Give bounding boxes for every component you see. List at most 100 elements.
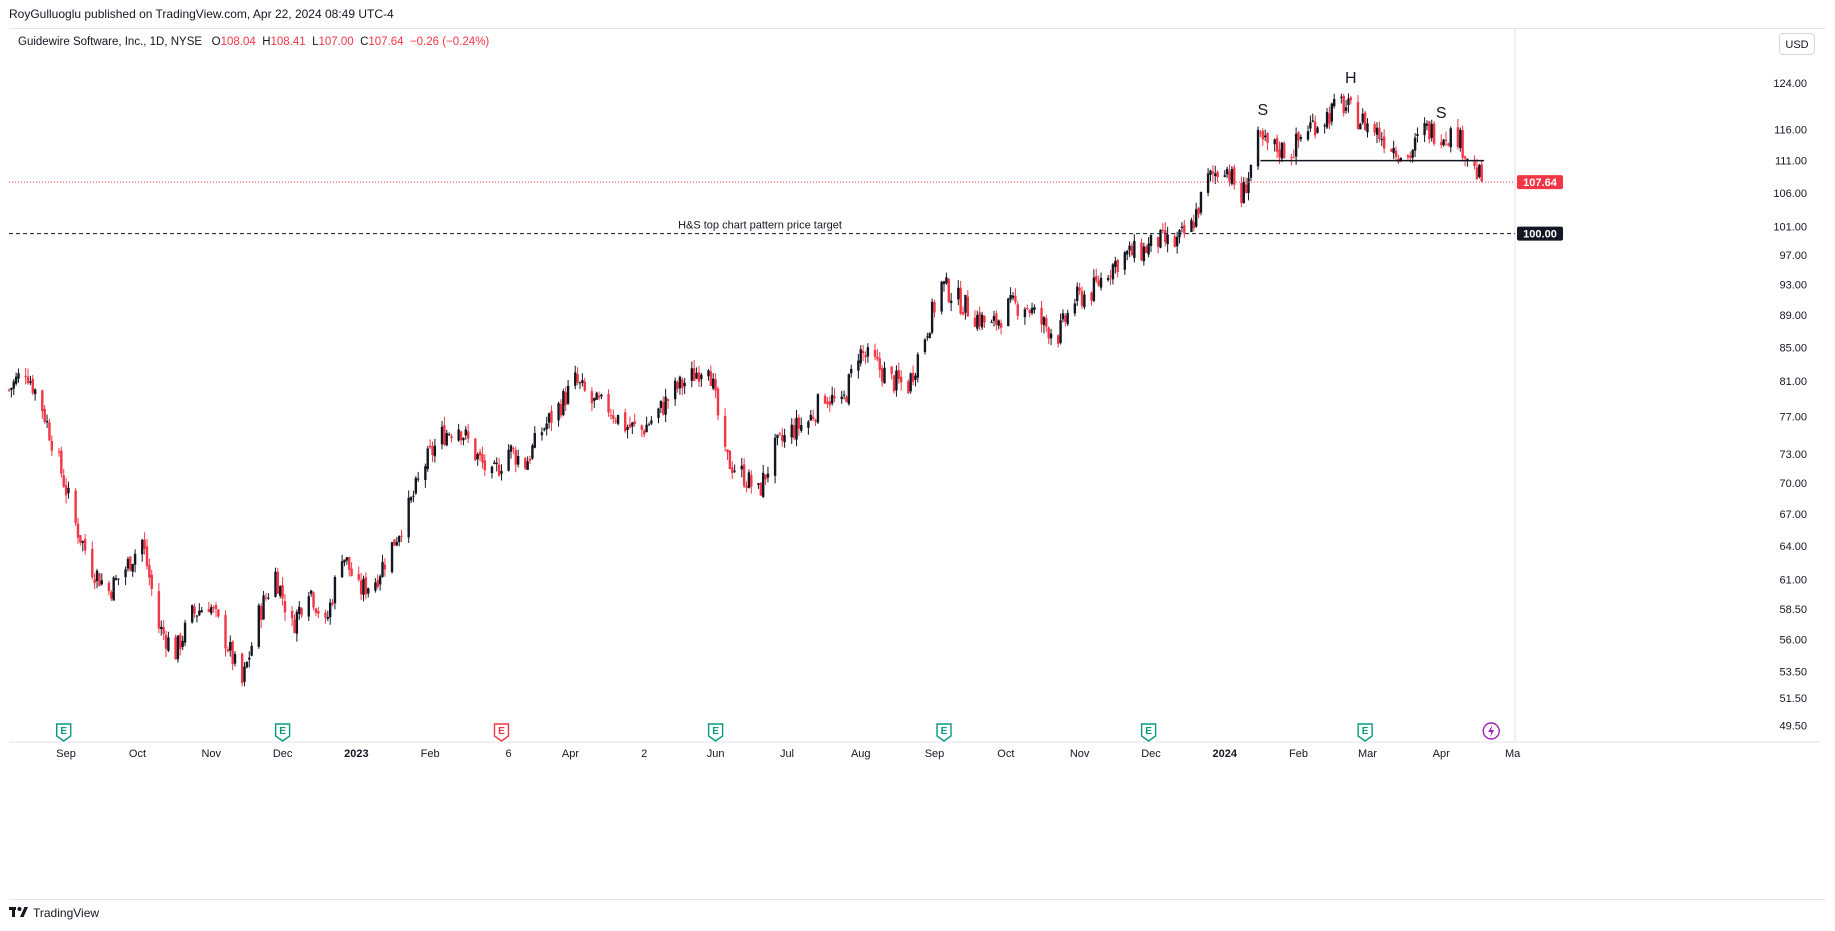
candle-body (1059, 320, 1062, 343)
candle-body (842, 394, 846, 396)
candle-body (131, 564, 134, 572)
candle-body (1475, 167, 1479, 179)
candle-body (343, 559, 346, 563)
candle-body (229, 642, 232, 651)
candle-body (643, 430, 646, 435)
y-tick-label: 97.00 (1779, 250, 1807, 262)
candle-body (966, 296, 969, 317)
candle-body (400, 535, 403, 537)
candle-body (214, 605, 218, 610)
candle-body (1080, 291, 1084, 306)
candle-body (1311, 120, 1314, 122)
candle-body (364, 577, 368, 595)
candle-body (164, 634, 168, 649)
candle-body (276, 571, 280, 594)
candle-body (1244, 184, 1248, 194)
candle-body (426, 448, 429, 470)
candle-body (462, 437, 465, 441)
candle-body (395, 542, 399, 546)
candle-body (17, 373, 20, 379)
candle-body (933, 302, 936, 313)
upcoming-event-lightning-icon (1482, 722, 1500, 740)
price-target-annotation: H&S top chart pattern price target (678, 220, 842, 232)
candle-body (262, 595, 265, 620)
candle-body (217, 609, 220, 617)
candle-body (593, 397, 596, 401)
candle-body (1214, 173, 1217, 177)
candle-body (947, 279, 950, 302)
candle-body (1016, 304, 1019, 316)
candle-body (1095, 275, 1098, 281)
candle-body (616, 414, 620, 424)
candle-body (207, 609, 211, 613)
candle-body (1125, 250, 1129, 255)
candle-body (60, 450, 63, 474)
candle-body (29, 381, 32, 383)
candle-body (226, 649, 230, 652)
time-axis[interactable]: Sep Oct Nov Dec 2023 Feb 6 Apr 2 Jun Jul Aug Sep Oct N… (9, 741, 1820, 760)
candle-body (1266, 133, 1269, 143)
candle-body (1299, 137, 1303, 140)
candle-body (43, 408, 46, 422)
candle-body (224, 615, 227, 649)
y-tick-label: 85.00 (1779, 342, 1807, 354)
candle-body (866, 347, 870, 357)
candle-body (298, 606, 301, 614)
candle-body (376, 579, 379, 587)
high-value: 108.41 (270, 36, 306, 48)
candle-body (766, 473, 770, 478)
x-tick-label: Sep (56, 748, 76, 760)
candle-body (190, 605, 194, 623)
candle-body (857, 360, 860, 371)
candle-body (623, 412, 627, 432)
candle-body (150, 574, 153, 589)
candle-body (997, 320, 1000, 326)
candle-body (816, 394, 820, 423)
candle-body (911, 372, 915, 382)
candle-body (79, 535, 82, 543)
candle-body (733, 470, 736, 472)
candle-body (940, 281, 943, 312)
y-tick-label: 56.00 (1779, 634, 1807, 646)
candle-body (497, 464, 501, 476)
candle-body (1325, 112, 1329, 128)
earnings-badge-letter: E (712, 726, 719, 737)
candle-body (1323, 125, 1326, 127)
candle-body (1344, 107, 1348, 111)
candle-body (826, 401, 829, 404)
candle-body (797, 417, 801, 429)
candle-body (129, 556, 132, 571)
candle-body (1273, 139, 1276, 145)
candle-body (1026, 308, 1029, 310)
candle-body (878, 358, 881, 370)
x-tick-label: Apr (1433, 748, 1450, 760)
candle-body (1330, 103, 1334, 122)
candle-body (450, 436, 453, 439)
candle-body (859, 349, 862, 364)
candle-body (1078, 287, 1081, 291)
tradingview-logo[interactable]: TradingView (9, 906, 99, 921)
tradingview-logo-icon (9, 906, 29, 921)
candle-body (397, 536, 401, 543)
candle-body (1099, 277, 1103, 288)
candle-body (690, 368, 694, 381)
candle-body (157, 591, 161, 629)
currency-button[interactable]: USD (1779, 33, 1815, 55)
x-tick-label: Dec (273, 748, 293, 760)
candle-body (114, 578, 118, 580)
candle-body (233, 653, 237, 664)
candle-body (1378, 127, 1381, 139)
y-tick-label: 81.00 (1779, 376, 1807, 388)
candle-body (823, 395, 827, 404)
y-tick-label: 106.00 (1773, 188, 1807, 200)
y-tick-label: 93.00 (1779, 279, 1807, 291)
candle-body (148, 565, 151, 578)
candle-body (1183, 225, 1186, 234)
candle-body (478, 451, 482, 456)
candle-body (662, 402, 665, 415)
candle-body (716, 388, 720, 416)
candle-body (1228, 171, 1231, 182)
candle-body (959, 287, 962, 314)
price-axis[interactable]: 124.00 116.00 111.00 106.00 101.00 97.00 93.00… (1514, 28, 1807, 742)
